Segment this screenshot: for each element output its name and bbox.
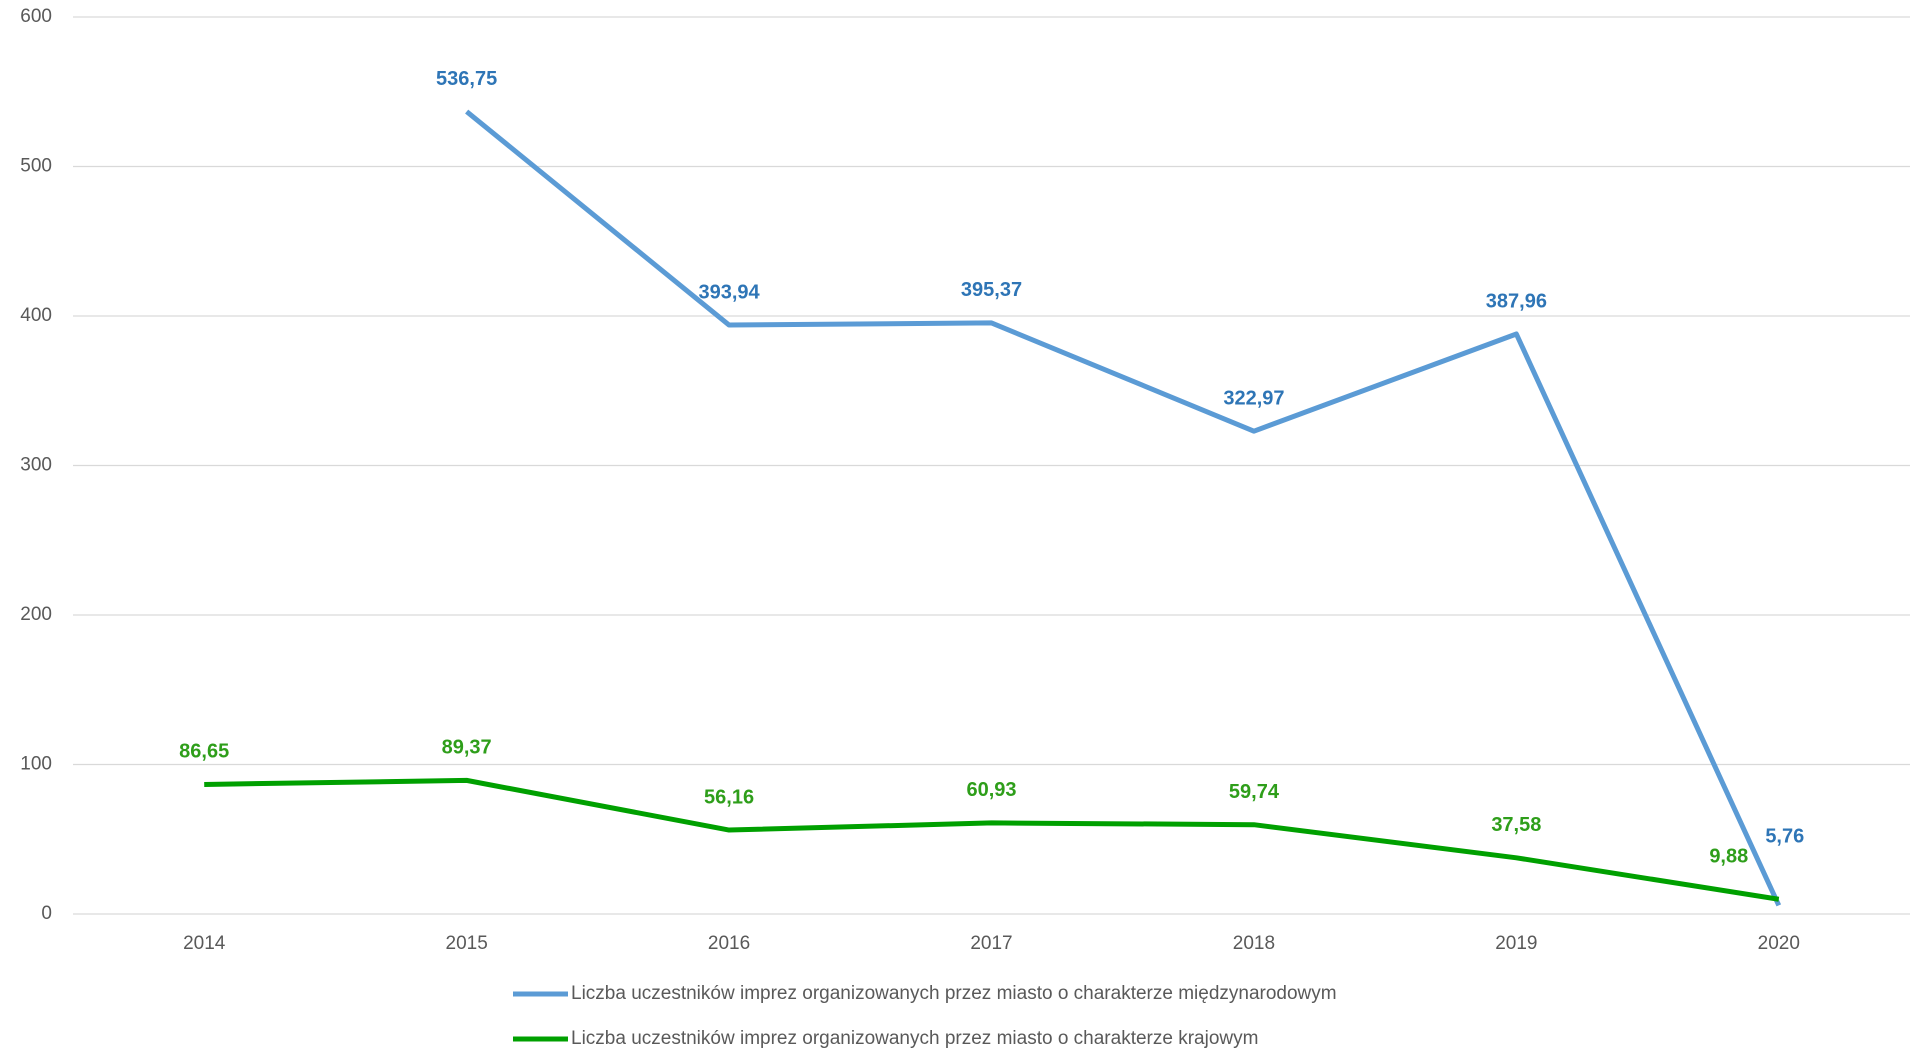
x-tick-label: 2019 [1495, 933, 1537, 954]
data-label: 536,75 [436, 68, 497, 90]
legend-label: Liczba uczestników imprez organizowanych… [571, 1028, 1258, 1049]
data-label: 393,94 [698, 281, 760, 303]
x-tick-label: 2015 [446, 933, 488, 954]
y-tick-label: 100 [20, 754, 52, 775]
data-label: 59,74 [1229, 781, 1280, 803]
series-line [465, 109, 1782, 907]
x-tick-label: 2016 [708, 933, 750, 954]
data-label: 9,88 [1709, 846, 1748, 868]
x-tick-label: 2014 [183, 933, 226, 954]
x-tick-label: 2018 [1233, 933, 1275, 954]
data-label: 86,65 [179, 741, 229, 763]
y-tick-label: 500 [20, 156, 52, 177]
y-tick-label: 400 [20, 305, 52, 326]
y-tick-label: 200 [20, 604, 52, 625]
data-label: 56,16 [704, 786, 754, 808]
data-label: 37,58 [1491, 814, 1541, 836]
legend-label: Liczba uczestników imprez organizowanych… [571, 983, 1337, 1004]
data-label: 387,96 [1486, 290, 1547, 312]
data-label: 322,97 [1223, 387, 1284, 409]
y-tick-label: 300 [20, 455, 52, 476]
data-label: 60,93 [966, 779, 1016, 801]
series-line [204, 777, 1780, 902]
data-label: 89,37 [442, 737, 492, 759]
y-tick-label: 600 [20, 6, 52, 27]
x-tick-label: 2020 [1758, 933, 1800, 954]
y-tick-label: 0 [41, 903, 52, 924]
x-tick-label: 2017 [970, 933, 1012, 954]
data-label: 5,76 [1765, 826, 1804, 848]
data-label: 395,37 [961, 279, 1022, 301]
